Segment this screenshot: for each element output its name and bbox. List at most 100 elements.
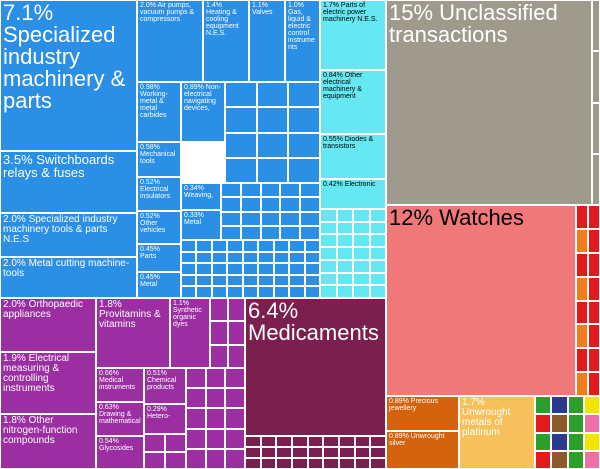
purple-filler-tile — [225, 428, 245, 449]
blue-filler-tile — [289, 286, 305, 298]
blue-filler-tile — [225, 132, 257, 158]
purple-filler-tile — [205, 368, 226, 389]
red-filler-tile — [576, 348, 588, 373]
maroon-filler-tile — [354, 447, 371, 458]
purple-filler-tile — [144, 451, 165, 469]
red-filler-tile — [588, 228, 600, 253]
maroon-filler-tile — [354, 458, 371, 469]
purple-filler-tile — [205, 448, 226, 469]
treemap-cell-air-pumps: 2.0% Air pumps, vacuum pumps & compresso… — [137, 0, 203, 82]
cyan-filler-tile — [353, 209, 370, 222]
purple-filler-tile — [225, 388, 245, 409]
mixed-filler-tile — [551, 432, 568, 451]
cyan-filler-tile — [320, 285, 337, 298]
purple-filler-tile — [186, 448, 206, 469]
cyan-filler-tile — [353, 247, 370, 260]
cyan-filler-tile — [369, 209, 386, 222]
purple-filler-tile — [227, 298, 245, 322]
blue-filler-tile — [221, 183, 241, 198]
cyan-filler-tile — [336, 247, 353, 260]
red-filler-tile — [576, 300, 588, 325]
purple-filler-tile — [205, 388, 226, 409]
blue-filler-tile — [227, 263, 243, 275]
purple-filler-tile — [225, 368, 245, 389]
mixed-filler-tile — [535, 450, 552, 469]
blue-filler-tile — [181, 274, 197, 287]
treemap-cell-diodes: 0.55% Diodes & transistors — [320, 134, 386, 179]
blue-filler-tile — [225, 107, 257, 133]
cyan-filler-tile — [320, 234, 337, 248]
treemap-cell-electronic: 0.42% Electronic — [320, 179, 386, 209]
blue-filler-tile — [240, 225, 261, 240]
treemap-cell-elec-measuring: 1.9% Electrical measuring & controlling … — [0, 352, 96, 414]
mixed-filler-tile — [583, 414, 600, 433]
red-filler-tile — [588, 372, 600, 396]
mixed-filler-tile — [535, 396, 552, 415]
blue-filler-tile — [260, 197, 281, 212]
treemap-cell-parts: 0.45% Parts — [137, 244, 181, 272]
blue-filler-tile — [304, 274, 320, 287]
blue-filler-tile — [289, 274, 305, 287]
cyan-filler-tile — [369, 221, 386, 235]
blue-filler-tile — [304, 286, 320, 298]
blue-filler-tile — [196, 263, 212, 275]
treemap-cell-synthetic-dyes: 1.1% Synthetic organic dyes — [170, 298, 210, 368]
cyan-filler-tile — [320, 209, 337, 222]
red-filler-tile — [576, 228, 588, 253]
treemap-cell-spec-tools: 2.0% Specialized industry machinery tool… — [0, 213, 137, 257]
treemap-cell-provitamins: 1.8% Provitamins & vitamins — [96, 298, 170, 368]
cyan-filler-tile — [336, 272, 353, 286]
blue-filler-tile — [211, 274, 228, 287]
blue-filler-tile — [258, 240, 274, 252]
blue-filler-tile — [280, 183, 301, 198]
grey-filler-tile — [592, 102, 600, 154]
treemap-cell-medicaments: 6.4% Medicaments — [245, 298, 386, 436]
treemap-cell-gas-ctrl: 1.0% Gas, liquid & electric control inst… — [285, 0, 320, 82]
blue-filler-tile — [221, 197, 241, 212]
cyan-filler-tile — [369, 234, 386, 248]
mixed-filler-tile — [567, 432, 584, 451]
blue-filler-tile — [260, 225, 281, 240]
blue-filler-tile — [240, 197, 261, 212]
blue-filler-tile — [300, 225, 320, 240]
blue-filler-tile — [227, 274, 243, 287]
blue-filler-tile — [280, 197, 301, 212]
blue-filler-tile — [211, 263, 228, 275]
blue-filler-tile — [242, 263, 259, 275]
purple-filler-tile — [186, 428, 206, 449]
blue-filler-tile — [280, 225, 301, 240]
maroon-filler-tile — [260, 447, 277, 458]
blue-filler-tile — [289, 263, 305, 275]
blue-filler-tile — [304, 263, 320, 275]
blue-filler-tile — [273, 274, 290, 287]
red-filler-tile — [576, 372, 588, 396]
treemap-cell-other-elec: 0.84% Other electrical machinery & equip… — [320, 70, 386, 134]
maroon-filler-tile — [292, 458, 308, 469]
mixed-filler-tile — [567, 414, 584, 433]
treemap-cell-metal-carbides: 0.98% Working-metal & metal carbides — [137, 82, 181, 142]
mixed-filler-tile — [583, 432, 600, 451]
blue-filler-tile — [273, 263, 290, 275]
blue-filler-tile — [196, 274, 212, 287]
maroon-filler-tile — [323, 447, 339, 458]
blue-filler-tile — [221, 211, 241, 226]
treemap-cell-elec-power-parts: 1.7% Parts of electric power machinery N… — [320, 0, 386, 70]
maroon-filler-tile — [292, 447, 308, 458]
cyan-filler-tile — [353, 234, 370, 248]
red-filler-tile — [588, 252, 600, 277]
blue-filler-tile — [242, 286, 259, 298]
blue-filler-tile — [211, 251, 228, 264]
blue-filler-tile — [258, 251, 274, 264]
maroon-filler-tile — [370, 436, 386, 447]
red-filler-tile — [576, 205, 588, 229]
blue-filler-tile — [288, 157, 320, 183]
cyan-filler-tile — [320, 221, 337, 235]
blue-filler-tile — [260, 183, 281, 198]
blue-filler-tile — [181, 240, 197, 252]
red-filler-tile — [576, 324, 588, 349]
treemap-cell-chemical-products: 0.51% Chemical products — [144, 368, 186, 404]
treemap-cell-glycosides: 0.54% Glycosides — [96, 436, 144, 469]
blue-filler-tile — [242, 240, 259, 252]
treemap-cell-metal2: 0.33% Metal — [181, 210, 221, 240]
